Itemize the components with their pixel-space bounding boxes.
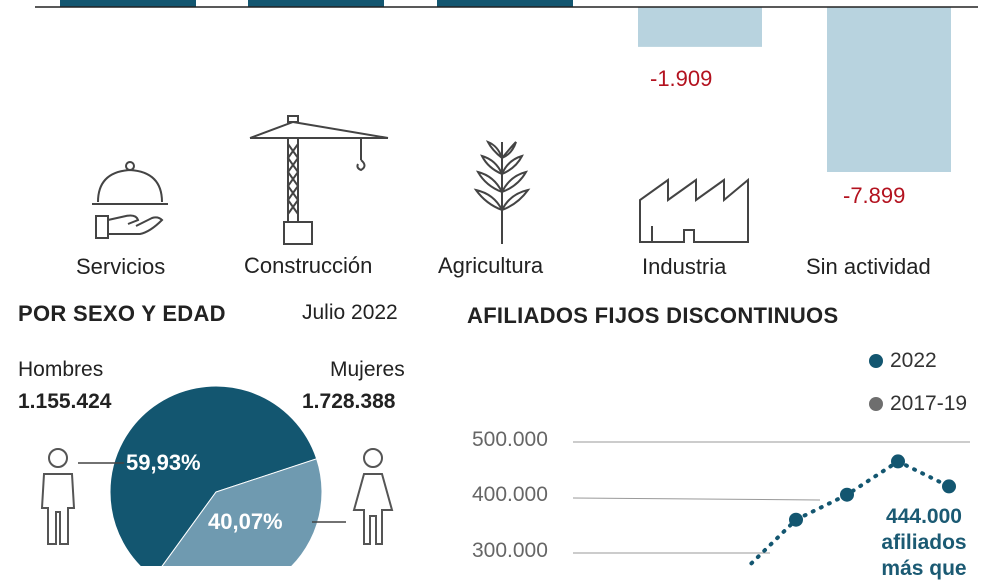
category-label-agricultura: Agricultura xyxy=(438,253,544,278)
factory-icon xyxy=(639,178,749,243)
hombres-label: Hombres xyxy=(18,358,104,381)
pie-label-mujeres: 40,07% xyxy=(208,509,283,534)
bar-agricultura xyxy=(437,0,573,7)
man-icon xyxy=(40,448,76,545)
bar-sin-actividad xyxy=(827,7,951,172)
legend-2022-dot xyxy=(869,354,883,368)
bar-industria xyxy=(638,7,762,47)
sin-actividad-value-label: -7.899 xyxy=(843,183,906,208)
pie-subtitle: Julio 2022 xyxy=(302,301,398,324)
afiliados-line-chart xyxy=(572,441,970,566)
line-annotation: 444.000 afiliados más que xyxy=(881,505,967,580)
mujeres-label: Mujeres xyxy=(330,358,405,381)
crane-icon xyxy=(249,115,389,245)
ytick-500000: 500.000 xyxy=(472,428,548,451)
serving-cloche-icon xyxy=(92,161,168,239)
legend-2022-label: 2022 xyxy=(890,349,937,372)
legend-2017-19-label: 2017-19 xyxy=(890,392,968,415)
bar-construccion xyxy=(248,0,384,7)
pie-slice-mujeres xyxy=(161,458,323,566)
ytick-300000: 300.000 xyxy=(472,539,548,562)
line-chart-title: AFILIADOS FIJOS DISCONTINUOS xyxy=(467,303,839,328)
category-label-construccion: Construcción xyxy=(244,253,373,278)
category-label-sin-actividad: Sin actividad xyxy=(806,254,931,279)
ytick-400000: 400.000 xyxy=(472,483,548,506)
series-2022-point xyxy=(891,454,905,469)
series-2022-point xyxy=(840,487,854,502)
woman-icon xyxy=(352,448,394,545)
pie-slice-hombres xyxy=(109,385,318,566)
gender-pie-chart xyxy=(78,385,346,566)
category-label-servicios: Servicios xyxy=(76,254,166,279)
industria-value-label: -1.909 xyxy=(650,66,713,91)
series-2022-point xyxy=(942,479,956,494)
mujeres-count: 1.728.388 xyxy=(302,390,396,413)
hombres-count: 1.155.424 xyxy=(18,390,112,413)
gridline-400000 xyxy=(572,497,821,501)
sector-bar-chart xyxy=(35,0,978,172)
pie-title: POR SEXO Y EDAD xyxy=(18,301,226,326)
series-2022-point xyxy=(789,512,803,527)
legend-2017-19-dot xyxy=(869,397,883,411)
wheat-icon xyxy=(473,140,531,244)
category-label-industria: Industria xyxy=(642,254,727,279)
pie-label-hombres: 59,93% xyxy=(126,450,201,475)
bar-servicios xyxy=(60,0,196,7)
